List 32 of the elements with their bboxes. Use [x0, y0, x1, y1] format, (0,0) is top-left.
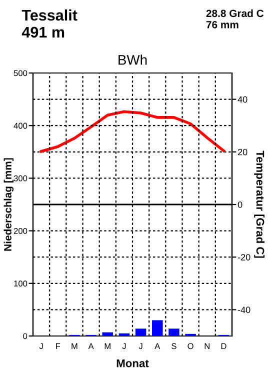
- x-tick-label: J: [39, 343, 43, 350]
- y-axis-title: Niederschlag [mm]: [4, 158, 14, 251]
- x-tick-label: J: [122, 343, 126, 350]
- y2-tick-label: 40: [238, 96, 248, 103]
- x-tick-label: J: [138, 343, 142, 350]
- y-tick-label: 0: [23, 333, 28, 340]
- y2-tick-label: -40: [238, 306, 250, 314]
- x-tick-label: S: [172, 343, 176, 350]
- y-tick-label: 500: [14, 70, 28, 76]
- y-tick-label: 100: [14, 280, 28, 286]
- x-tick-label: F: [56, 343, 60, 349]
- y2-tick-label: 20: [238, 148, 248, 156]
- y2-tick-label: 0: [238, 201, 242, 208]
- y-tick-label: 400: [14, 122, 28, 129]
- chart-title: BWh: [118, 54, 147, 65]
- x-tick-label: M: [72, 343, 78, 349]
- x-tick-label: M: [104, 343, 110, 349]
- text: 28.8 Grad C: [206, 9, 264, 18]
- x-tick-label: A: [154, 343, 160, 349]
- y-tick-label: 300: [14, 175, 28, 182]
- line-series: [40, 110, 226, 153]
- x-tick-label: D: [221, 343, 226, 349]
- y-tick-label: 200: [14, 228, 28, 234]
- y2-tick-label: -20: [238, 254, 250, 260]
- x-axis-title: Monat: [116, 359, 149, 368]
- y2-axis-title: Temperatur [Grad C]: [254, 150, 264, 258]
- text: 76 mm: [206, 21, 238, 28]
- text: Tessalit: [22, 9, 78, 21]
- x-tick-label: N: [204, 343, 210, 349]
- x-tick-label: O: [188, 343, 194, 350]
- x-tick-label: A: [88, 343, 94, 349]
- text: 491 m: [22, 26, 64, 38]
